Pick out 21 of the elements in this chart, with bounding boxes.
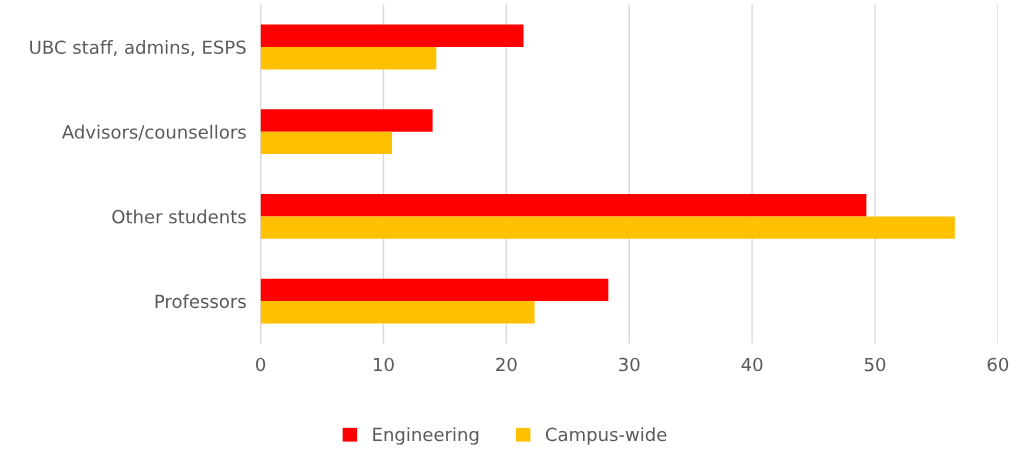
bar <box>260 278 609 302</box>
bar <box>260 193 867 217</box>
bar <box>260 131 393 155</box>
y-tick-label: Professors <box>155 294 246 309</box>
x-tick-label: 30 <box>619 357 640 372</box>
x-tick-label: 50 <box>864 357 886 372</box>
y-tick-label: Advisors/counsellors <box>61 124 246 141</box>
legend-label: Campus-wide <box>545 427 667 445</box>
y-tick-label: UBC staff, admins, ESPS <box>30 40 246 56</box>
bar <box>260 301 535 324</box>
x-tick-label: 10 <box>373 357 394 372</box>
bar <box>260 216 955 239</box>
legend-label: Engineering <box>373 427 479 445</box>
bar <box>260 46 437 70</box>
x-tick-label: 60 <box>987 357 1009 372</box>
x-tick-label: 20 <box>496 357 517 372</box>
x-tick-label: 40 <box>741 357 763 372</box>
bar <box>260 24 524 47</box>
bar <box>260 109 433 132</box>
y-tick-label: Other students <box>112 209 246 224</box>
x-tick-label: 0 <box>256 357 266 372</box>
